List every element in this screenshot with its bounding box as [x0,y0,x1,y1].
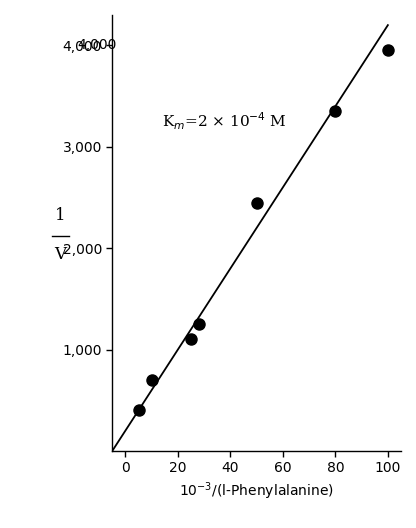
X-axis label: 10$^{-3}$/(l-Phenylalanine): 10$^{-3}$/(l-Phenylalanine) [179,481,334,503]
Point [135,406,142,414]
Text: V: V [54,246,66,263]
Text: 1: 1 [55,207,66,224]
Point [188,335,194,344]
Point [253,199,260,207]
Point [196,320,202,328]
Text: 4,000: 4,000 [78,39,117,52]
Text: K$_m$=2 × 10$^{-4}$ M: K$_m$=2 × 10$^{-4}$ M [162,111,287,132]
Point [332,107,339,116]
Point [149,376,155,384]
Point [384,46,391,55]
